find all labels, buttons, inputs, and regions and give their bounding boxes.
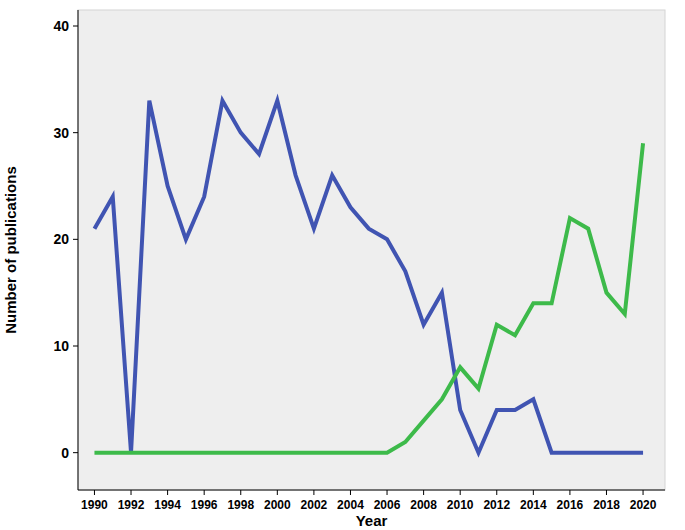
x-tick-label: 2000	[264, 498, 291, 512]
y-tick-label: 10	[53, 338, 69, 354]
x-tick-label: 1998	[227, 498, 254, 512]
x-tick	[606, 490, 607, 495]
x-tick	[167, 490, 168, 495]
x-tick	[460, 490, 461, 495]
x-tick-label: 2008	[410, 498, 437, 512]
x-tick	[131, 490, 132, 495]
plot-background	[78, 10, 665, 490]
y-tick-label: 30	[53, 125, 69, 141]
x-tick	[569, 490, 570, 495]
x-tick-label: 2018	[593, 498, 620, 512]
x-tick-label: 2016	[557, 498, 584, 512]
x-tick	[387, 490, 388, 495]
y-tick-label: 40	[53, 18, 69, 34]
x-tick-label: 1990	[81, 498, 108, 512]
y-tick	[73, 239, 78, 240]
y-tick-label: 0	[61, 445, 69, 461]
x-tick-label: 1994	[154, 498, 181, 512]
y-tick	[73, 26, 78, 27]
x-axis	[78, 490, 665, 491]
series-line	[94, 143, 643, 452]
x-tick-label: 2012	[483, 498, 510, 512]
x-tick-label: 2020	[630, 498, 657, 512]
y-axis-label: Number of publications	[2, 166, 19, 334]
x-axis-label: Year	[356, 512, 388, 529]
x-tick	[533, 490, 534, 495]
x-tick	[423, 490, 424, 495]
y-tick-label: 20	[53, 231, 69, 247]
x-tick	[350, 490, 351, 495]
y-axis	[78, 10, 79, 490]
x-tick	[204, 490, 205, 495]
y-tick	[73, 452, 78, 453]
x-tick	[94, 490, 95, 495]
x-tick-label: 2006	[374, 498, 401, 512]
x-tick	[496, 490, 497, 495]
x-tick-label: 2010	[447, 498, 474, 512]
x-tick	[240, 490, 241, 495]
x-tick-label: 1992	[118, 498, 145, 512]
x-tick	[277, 490, 278, 495]
x-tick-label: 2002	[301, 498, 328, 512]
series-line	[94, 101, 643, 453]
x-tick	[643, 490, 644, 495]
x-tick-label: 1996	[191, 498, 218, 512]
y-tick	[73, 132, 78, 133]
x-tick-label: 2004	[337, 498, 364, 512]
y-tick	[73, 346, 78, 347]
x-tick	[313, 490, 314, 495]
x-tick-label: 2014	[520, 498, 547, 512]
series-group	[94, 101, 643, 453]
chart: 0 10 20 30 40 1990 1992 1994 1996 1998 2000 2002 200…	[0, 0, 685, 530]
